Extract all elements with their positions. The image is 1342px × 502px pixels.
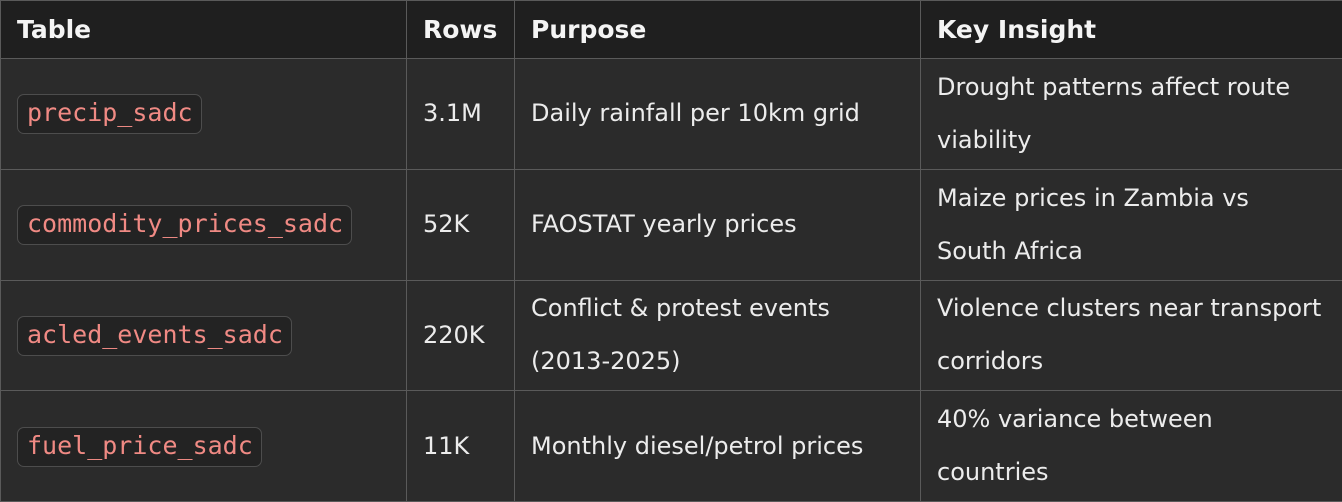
table-name-cell: fuel_price_sadc (0, 390, 407, 502)
insight-cell: 40% variance between countries (920, 390, 1342, 502)
header-key-insight: Key Insight (920, 0, 1342, 59)
table-name-code: fuel_price_sadc (17, 426, 262, 467)
row-count-cell: 11K (406, 390, 515, 502)
insight-cell: Drought patterns affect route viability (920, 58, 1342, 170)
row-count-cell: 52K (406, 168, 515, 281)
header-table: Table (0, 0, 407, 59)
table-row: commodity_prices_sadc 52K FAOSTAT yearly… (0, 168, 1342, 281)
purpose-cell: Conflict & protest events (2013-2025) (514, 279, 921, 392)
table-name-cell: commodity_prices_sadc (0, 168, 407, 281)
purpose-cell: Daily rainfall per 10km grid (514, 58, 921, 170)
purpose-cell: Monthly diesel/petrol prices (514, 390, 921, 502)
table-row: precip_sadc 3.1M Daily rainfall per 10km… (0, 58, 1342, 170)
table-name-code: commodity_prices_sadc (17, 205, 353, 246)
insight-cell: Maize prices in Zambia vs South Africa (920, 168, 1342, 281)
row-count-cell: 3.1M (406, 58, 515, 170)
table-name-code: precip_sadc (17, 94, 202, 135)
header-rows: Rows (406, 0, 515, 59)
purpose-cell: FAOSTAT yearly prices (514, 168, 921, 281)
table-name-code: acled_events_sadc (17, 315, 292, 356)
insight-cell: Violence clusters near transport corrido… (920, 279, 1342, 392)
row-count-cell: 220K (406, 279, 515, 392)
table-name-cell: acled_events_sadc (0, 279, 407, 392)
header-row: Table Rows Purpose Key Insight (0, 0, 1342, 59)
header-purpose: Purpose (514, 0, 921, 59)
table-row: acled_events_sadc 220K Conflict & protes… (0, 279, 1342, 392)
table-row: fuel_price_sadc 11K Monthly diesel/petro… (0, 390, 1342, 502)
table-name-cell: precip_sadc (0, 58, 407, 170)
